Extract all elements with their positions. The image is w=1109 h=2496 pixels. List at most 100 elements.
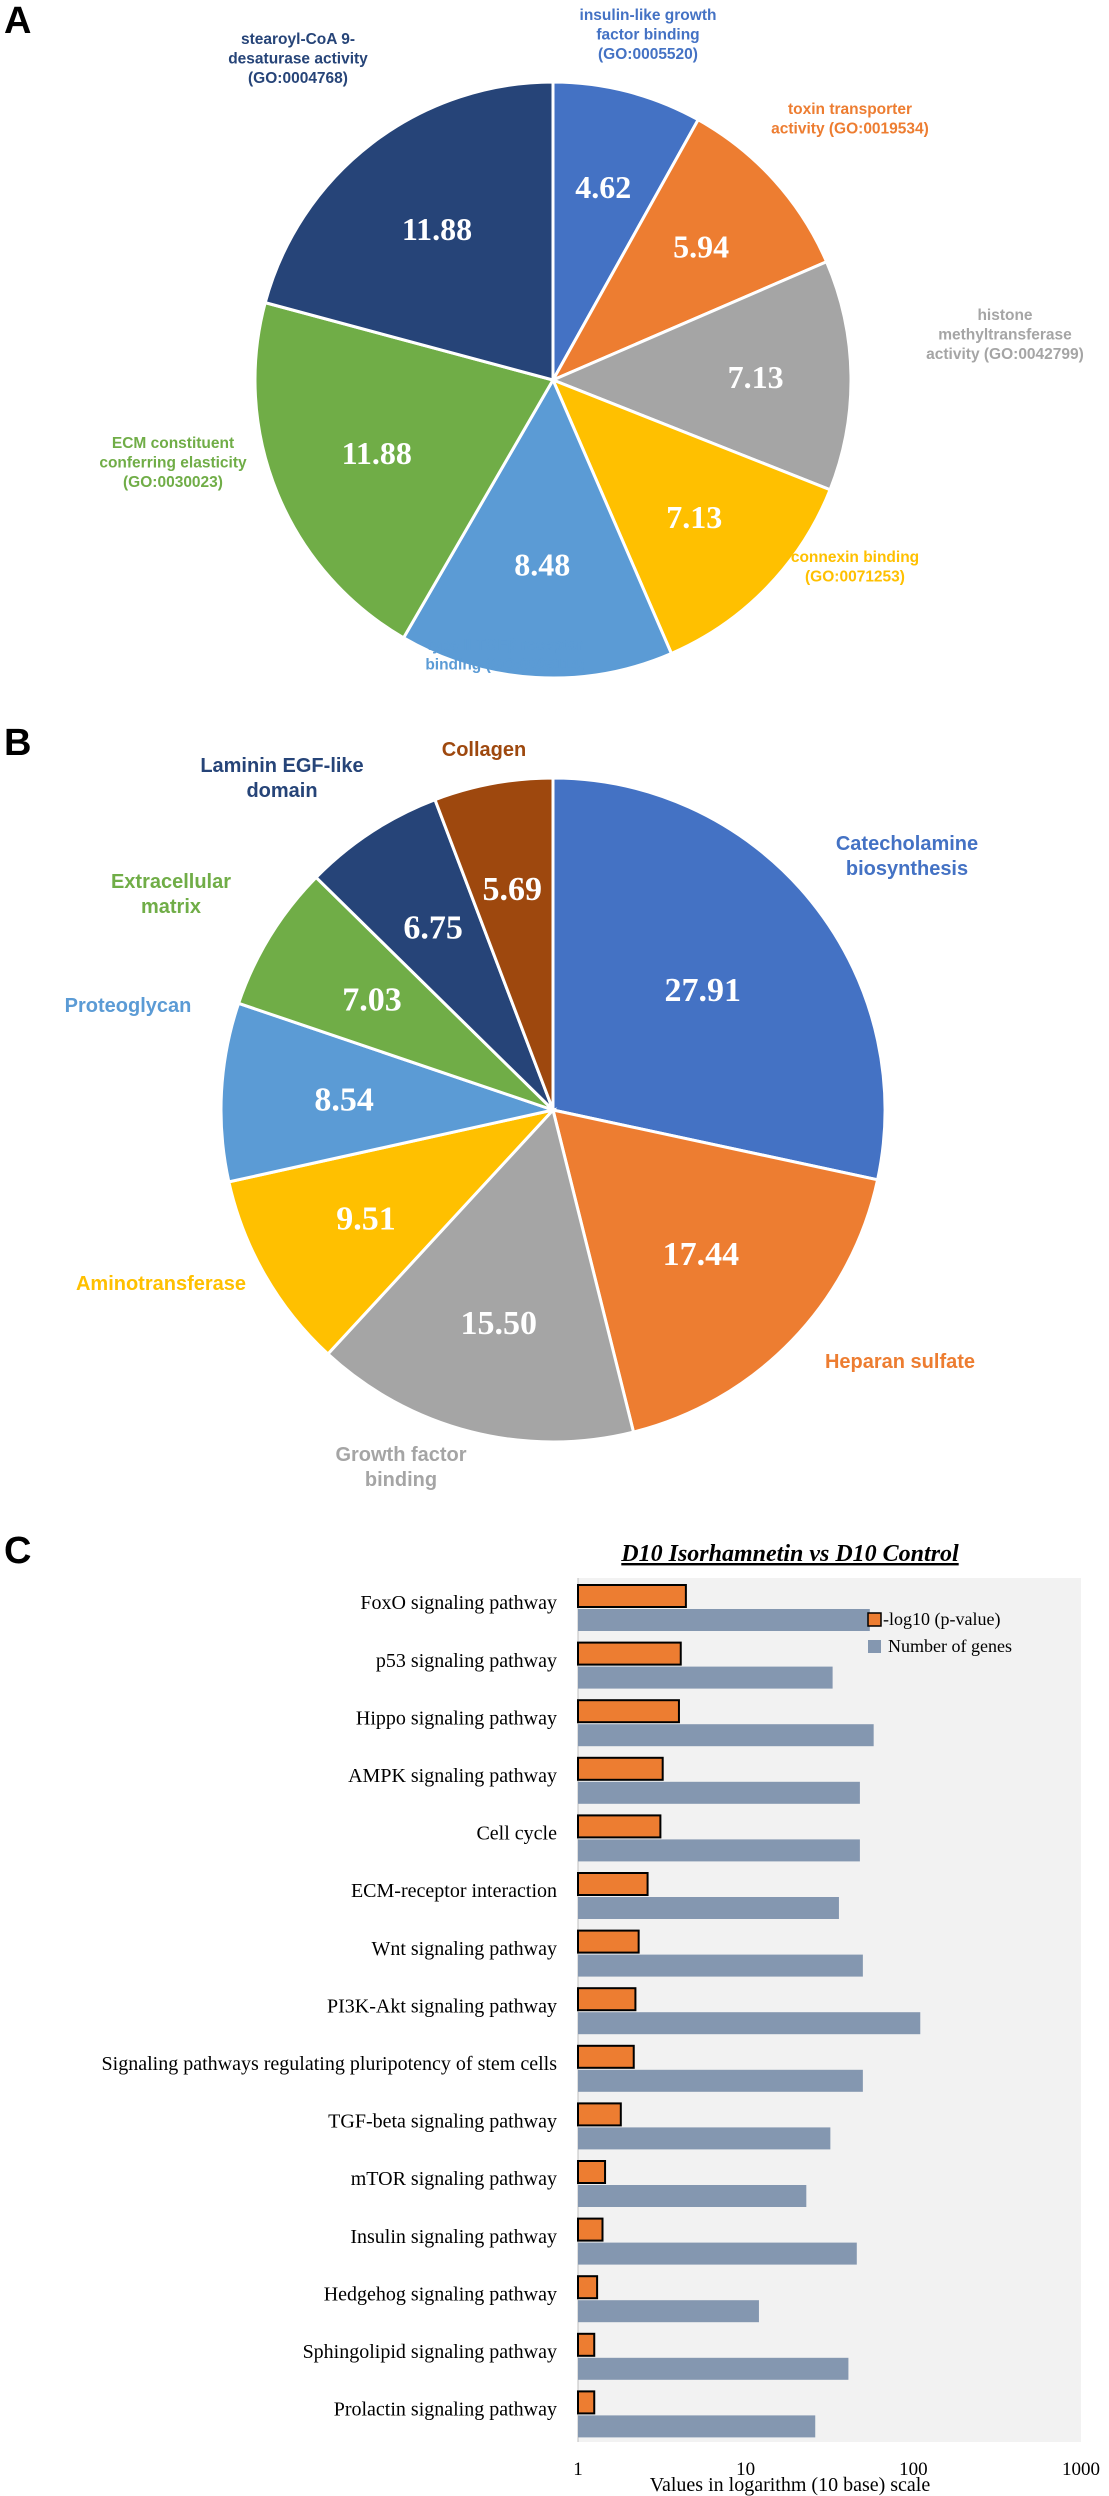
- bar-pvalue-ampk-signaling-pathway: [577, 1756, 664, 1781]
- pie-slice-insulin-like-growth: [551, 80, 701, 386]
- pie-slice-collagen: [433, 776, 555, 1111]
- bar-genes-hedgehog-signaling-pathway: [578, 2300, 759, 2323]
- bar-pvalue-wnt-signaling-pathway: [577, 1929, 640, 1954]
- category-label-pi3k-akt-signaling-pathway: PI3K-Akt signaling pathway: [327, 1995, 557, 2017]
- pie-category-label-extracellular: Extracellular matrix: [111, 871, 231, 918]
- x-axis-label: Values in logarithm (10 base) scale: [650, 2474, 931, 2496]
- bar-genes-ampk-signaling-pathway: [578, 1781, 860, 1804]
- pie-value-label-collagen: 5.69: [482, 871, 542, 908]
- bar-genes-mtor-signaling-pathway: [578, 2185, 807, 2207]
- pie-slice-catecholamine: [551, 776, 887, 1182]
- panel-letter-b: B: [4, 722, 32, 764]
- pie-value-label-toxin-transporter: 5.94: [673, 228, 729, 264]
- bar-genes-pi3k-akt-signaling-pathway: [578, 2012, 921, 2035]
- pie-value-label-growth-factor: 15.50: [461, 1305, 538, 1342]
- bar-genes-cell-cycle: [578, 1839, 860, 1862]
- bar-genes-prolactin-signaling-pathway: [578, 2415, 816, 2438]
- pie-value-label-type-ii-tgf-receptor: 8.48: [514, 547, 570, 583]
- pie-slice-toxin-transporter: [549, 117, 829, 384]
- bar-pvalue-signaling-pathways-regulating-pluripotency-of-stem-cells: [577, 2044, 635, 2069]
- bar-genes-ecm-receptor-interaction: [578, 1897, 839, 1919]
- pie-slice-growth-factor: [325, 1106, 636, 1444]
- bar-pvalue-prolactin-signaling-pathway: [577, 2390, 596, 2415]
- pie-value-label-proteoglycan: 8.54: [314, 1082, 374, 1119]
- bar-genes-wnt-signaling-pathway: [578, 1954, 863, 1977]
- category-label-ampk-signaling-pathway: AMPK signaling pathway: [348, 1765, 557, 1787]
- pie-value-label-ecm-constituent: 11.88: [342, 435, 412, 471]
- pie-slice-type-ii-tgf-receptor: [401, 376, 674, 680]
- pie-category-label-type-ii-tgf-receptor: type II TGFβ receptor binding (GO:0005114…: [425, 637, 584, 673]
- pie-slice-histone: [549, 259, 853, 492]
- panel-letter-a: A: [4, 0, 32, 42]
- pie-slice-stearoyl-coa-9: [263, 80, 555, 382]
- pie-slice-proteoglycan: [219, 1001, 559, 1184]
- category-label-ecm-receptor-interaction: ECM-receptor interaction: [351, 1880, 557, 1902]
- legend-swatch-genes: [868, 1640, 881, 1653]
- pie-slice-connexin-binding: [550, 377, 833, 656]
- pie-value-label-aminotransferase: 9.51: [336, 1201, 396, 1238]
- pie-chart-a: 4.62 insulin-like growth factor binding (GO…: [99, 7, 1084, 680]
- pie-value-label-catecholamine: 27.91: [665, 972, 742, 1009]
- bar-chart-c: D10 Isorhamnetin vs D10 Control FoxO sign…: [102, 1541, 1100, 2496]
- pie-slice-heparan-sulfate: [550, 1108, 880, 1434]
- category-label-sphingolipid-signaling-pathway: Sphingolipid signaling pathway: [303, 2341, 557, 2363]
- bar-pvalue-insulin-signaling-pathway: [577, 2217, 604, 2242]
- category-label-insulin-signaling-pathway: Insulin signaling pathway: [350, 2226, 557, 2248]
- category-label-hippo-signaling-pathway: Hippo signaling pathway: [356, 1707, 557, 1729]
- pie-slice-ecm-constituent: [253, 300, 556, 640]
- pie-slice-aminotransferase: [227, 1107, 558, 1357]
- bar-genes-sphingolipid-signaling-pathway: [578, 2357, 849, 2380]
- bar-pvalue-mtor-signaling-pathway: [577, 2160, 607, 2184]
- bar-genes-signaling-pathways-regulating-pluripotency-of-stem-cells: [578, 2069, 863, 2092]
- pie-value-label-insulin-like-growth: 4.62: [575, 169, 631, 205]
- bar-pvalue-cell-cycle: [577, 1814, 662, 1839]
- x-tick-label-100: 100: [899, 2459, 928, 2480]
- panel-letter-c: C: [4, 1530, 32, 1572]
- pie-category-label-insulin-like-growth: insulin-like growth factor binding (GO:000…: [580, 7, 717, 63]
- pie-value-label-stearoyl-coa-9: 11.88: [402, 211, 472, 247]
- pie-category-label-connexin-binding: connexin binding (GO:0071253): [791, 549, 919, 585]
- category-label-cell-cycle: Cell cycle: [476, 1823, 557, 1845]
- pie-category-label-proteoglycan: Proteoglycan: [65, 995, 192, 1017]
- category-label-tgf-beta-signaling-pathway: TGF-beta signaling pathway: [328, 2111, 557, 2133]
- pie-category-label-collagen: Collagen: [442, 739, 526, 761]
- bar-pvalue-pi3k-akt-signaling-pathway: [577, 1987, 637, 2012]
- bar-genes-hippo-signaling-pathway: [578, 1724, 874, 1747]
- pie-category-label-growth-factor: Growth factor binding: [335, 1444, 466, 1491]
- x-tick-label-1: 1: [573, 2459, 583, 2480]
- pie-category-label-stearoyl-coa-9: stearoyl-CoA 9-desaturase activity (GO:00…: [228, 31, 368, 87]
- pie-category-label-laminin-egf-like: Laminin EGF-like domain: [200, 755, 363, 802]
- bar-pvalue-foxo-signaling-pathway: [577, 1584, 687, 1608]
- bar-pvalue-p53-signaling-pathway: [577, 1641, 682, 1666]
- pie-value-label-laminin-egf-like: 6.75: [403, 909, 463, 946]
- pie-slice-laminin-egf-like: [313, 797, 555, 1112]
- bar-pvalue-hedgehog-signaling-pathway: [577, 2275, 599, 2300]
- pie-category-label-ecm-constituent: ECM constituent conferring elasticity (GO:…: [99, 435, 247, 491]
- bar-pvalue-sphingolipid-signaling-pathway: [577, 2332, 596, 2357]
- pie-value-label-connexin-binding: 7.13: [666, 499, 722, 535]
- category-label-mtor-signaling-pathway: mTOR signaling pathway: [351, 2168, 557, 2190]
- pie-category-label-heparan-sulfate: Heparan sulfate: [825, 1351, 975, 1373]
- x-tick-label-10: 10: [736, 2459, 755, 2480]
- legend: -log10 (p-value) Number of genes: [867, 1609, 1012, 1656]
- pie-chart-b: 27.91 Catecholamine biosynthesis 17.44 Hepar…: [65, 739, 978, 1491]
- category-label-prolactin-signaling-pathway: Prolactin signaling pathway: [334, 2399, 557, 2421]
- pie-category-label-histone: histone methyltransferase activity (GO:004…: [926, 307, 1084, 363]
- x-tick-label-1000: 1000: [1062, 2459, 1100, 2480]
- bar-genes-foxo-signaling-pathway: [578, 1609, 870, 1631]
- bar-genes-insulin-signaling-pathway: [578, 2242, 857, 2265]
- pie-category-label-catecholamine: Catecholamine biosynthesis: [836, 833, 978, 880]
- category-label-foxo-signaling-pathway: FoxO signaling pathway: [360, 1592, 557, 1614]
- bar-pvalue-tgf-beta-signaling-pathway: [577, 2102, 622, 2127]
- pie-category-label-toxin-transporter: toxin transporter activity (GO:0019534): [771, 101, 929, 137]
- legend-label-pvalue: -log10 (p-value): [883, 1609, 1000, 1630]
- legend-swatch-pvalue: [867, 1612, 882, 1627]
- bar-pvalue-hippo-signaling-pathway: [577, 1699, 680, 1724]
- pie-category-label-aminotransferase: Aminotransferase: [76, 1273, 246, 1295]
- bar-genes-tgf-beta-signaling-pathway: [578, 2127, 831, 2150]
- category-label-wnt-signaling-pathway: Wnt signaling pathway: [371, 1938, 557, 1960]
- bar-pvalue-ecm-receptor-interaction: [577, 1872, 649, 1896]
- legend-label-genes: Number of genes: [888, 1636, 1012, 1656]
- pie-slice-extracellular: [236, 875, 555, 1112]
